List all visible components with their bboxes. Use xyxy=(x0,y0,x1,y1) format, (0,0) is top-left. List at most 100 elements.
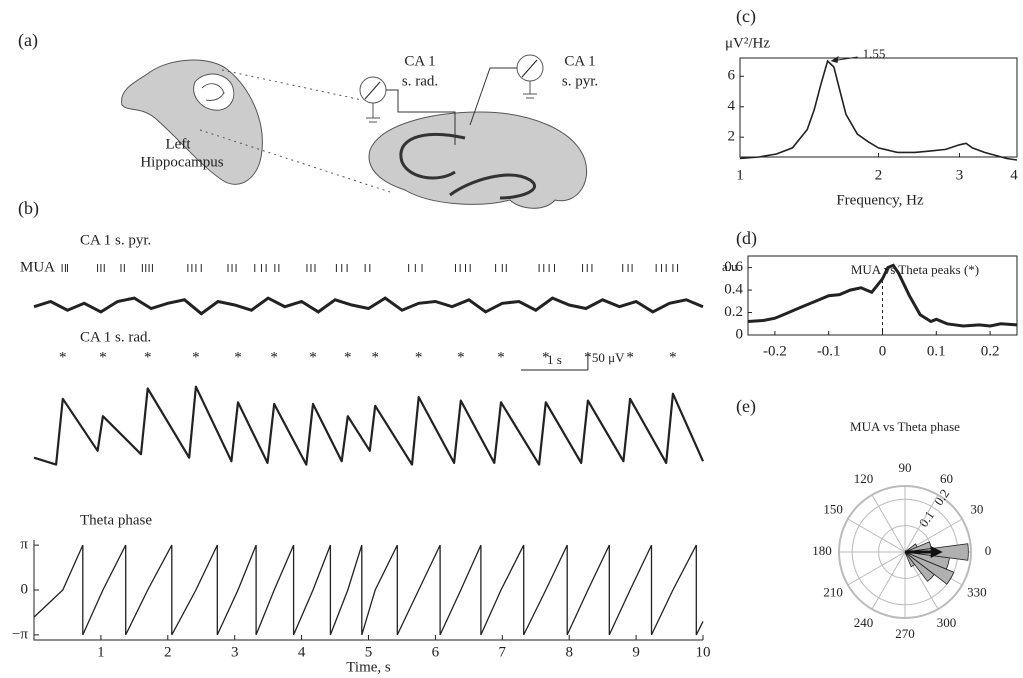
x-tick-label: -0.1 xyxy=(817,343,841,359)
diagram-label: Hippocampus xyxy=(140,154,223,170)
x-tick-label: 4 xyxy=(1010,167,1018,183)
theta-tick-label: 270 xyxy=(895,626,915,641)
x-tick-label: 2 xyxy=(164,644,172,660)
theta-tick-label: 240 xyxy=(854,615,874,630)
trace xyxy=(33,296,704,316)
scale-label: 50 μV xyxy=(592,350,625,365)
peak-marker: * xyxy=(371,349,379,365)
x-axis-label: Frequency, Hz xyxy=(836,192,924,208)
panel-label: (d) xyxy=(736,228,757,249)
theta-grid xyxy=(847,551,906,586)
peak-marker: * xyxy=(542,349,550,365)
panel-label: (c) xyxy=(736,6,756,27)
y-tick-label: 0 xyxy=(736,326,744,342)
x-tick-label: 8 xyxy=(565,644,573,660)
y-tick-label: 0.6 xyxy=(724,259,743,275)
diagram-label: Left xyxy=(166,136,192,152)
plot-frame xyxy=(739,57,1018,158)
x-tick-label: 1 xyxy=(97,644,105,660)
theta-tick-label: 90 xyxy=(899,460,912,475)
trace xyxy=(33,385,705,466)
arrow-head xyxy=(930,546,943,558)
x-tick-label: 9 xyxy=(632,644,640,660)
y-axis-label: μV²/Hz xyxy=(725,35,770,51)
theta-tick-label: 300 xyxy=(937,615,957,630)
x-tick-label: -0.2 xyxy=(763,343,787,359)
theta-tick-label: 330 xyxy=(967,584,987,599)
panel-label: (b) xyxy=(18,198,39,219)
y-tick-label: π xyxy=(20,537,28,553)
trace-label: MUA xyxy=(20,259,55,275)
x-tick-label: 10 xyxy=(696,644,711,660)
peak-marker: * xyxy=(344,349,352,365)
peak-marker: * xyxy=(144,349,152,365)
r-tick-label: 0.2 xyxy=(931,486,953,508)
theta-tick-label: 60 xyxy=(940,471,953,486)
y-tick-label: 2 xyxy=(728,129,736,145)
spectrum-line xyxy=(739,59,1018,161)
peak-marker: * xyxy=(309,349,317,365)
x-tick-label: 1 xyxy=(736,167,744,183)
peak-marker: * xyxy=(626,349,634,365)
arrow-head xyxy=(830,56,839,64)
y-axis-label: a.u. xyxy=(722,259,741,274)
peak-marker: * xyxy=(234,349,242,365)
x-tick-label: 0.2 xyxy=(981,343,1000,359)
peak-marker: * xyxy=(192,349,200,365)
theta-tick-label: 30 xyxy=(970,501,983,516)
rose-bar xyxy=(904,551,955,585)
y-tick-label: −π xyxy=(12,626,28,642)
y-tick-label: 0.2 xyxy=(724,304,743,320)
brain-diagram xyxy=(121,54,587,209)
diagram-label: s. pyr. xyxy=(562,73,598,89)
rose-bar xyxy=(904,543,918,553)
peak-marker: * xyxy=(497,349,505,365)
panel-label: (a) xyxy=(18,30,38,51)
scale-label: 1 s xyxy=(547,352,562,367)
x-tick-label: 6 xyxy=(432,644,440,660)
x-tick-label: 3 xyxy=(231,644,239,660)
x-tick-label: 2 xyxy=(875,167,883,183)
x-axis-label: Time, s xyxy=(346,659,391,675)
theta-grid xyxy=(847,518,906,553)
y-tick-label: 6 xyxy=(728,68,736,84)
theta-tick-label: 210 xyxy=(823,584,843,599)
diagram-label: s. rad. xyxy=(402,73,438,89)
y-tick-label: 4 xyxy=(728,98,736,114)
theta-tick-label: 0 xyxy=(985,543,992,558)
peak-marker: * xyxy=(59,349,67,365)
y-tick-label: 0 xyxy=(21,581,29,597)
r-tick-label: 0.1 xyxy=(916,508,938,530)
theta-grid xyxy=(871,551,906,610)
chart-title: Theta phase xyxy=(80,512,152,528)
diagram-label: CA 1 xyxy=(404,53,435,69)
panel-label: (e) xyxy=(736,396,756,417)
theta-tick-label: 150 xyxy=(823,501,843,516)
peak-marker: * xyxy=(99,349,107,365)
peak-marker: * xyxy=(457,349,465,365)
x-tick-label: 0.1 xyxy=(927,343,946,359)
x-tick-label: 7 xyxy=(499,644,507,660)
peak-marker: * xyxy=(270,349,278,365)
axis xyxy=(33,540,703,641)
theta-tick-label: 120 xyxy=(854,471,874,486)
theta-tick-label: 180 xyxy=(812,543,832,558)
theta-grid xyxy=(904,494,939,553)
phase-line xyxy=(33,544,704,636)
peak-marker: * xyxy=(669,349,677,365)
annotation: 1.55 xyxy=(863,46,886,61)
x-tick-label: 3 xyxy=(956,167,964,183)
y-tick-label: 0.4 xyxy=(724,282,743,298)
x-tick-label: 5 xyxy=(365,644,373,660)
line xyxy=(747,263,1018,328)
chart-title: MUA vs Theta peaks (*) xyxy=(851,262,979,277)
theta-grid xyxy=(871,494,906,553)
trace-title: CA 1 s. rad. xyxy=(80,329,151,345)
chart-title: MUA vs Theta phase xyxy=(850,419,960,434)
peak-marker: * xyxy=(415,349,423,365)
x-tick-label: 4 xyxy=(298,644,306,660)
trace-title: CA 1 s. pyr. xyxy=(80,232,151,248)
x-tick-label: 0 xyxy=(879,343,887,359)
diagram-label: CA 1 xyxy=(564,53,595,69)
